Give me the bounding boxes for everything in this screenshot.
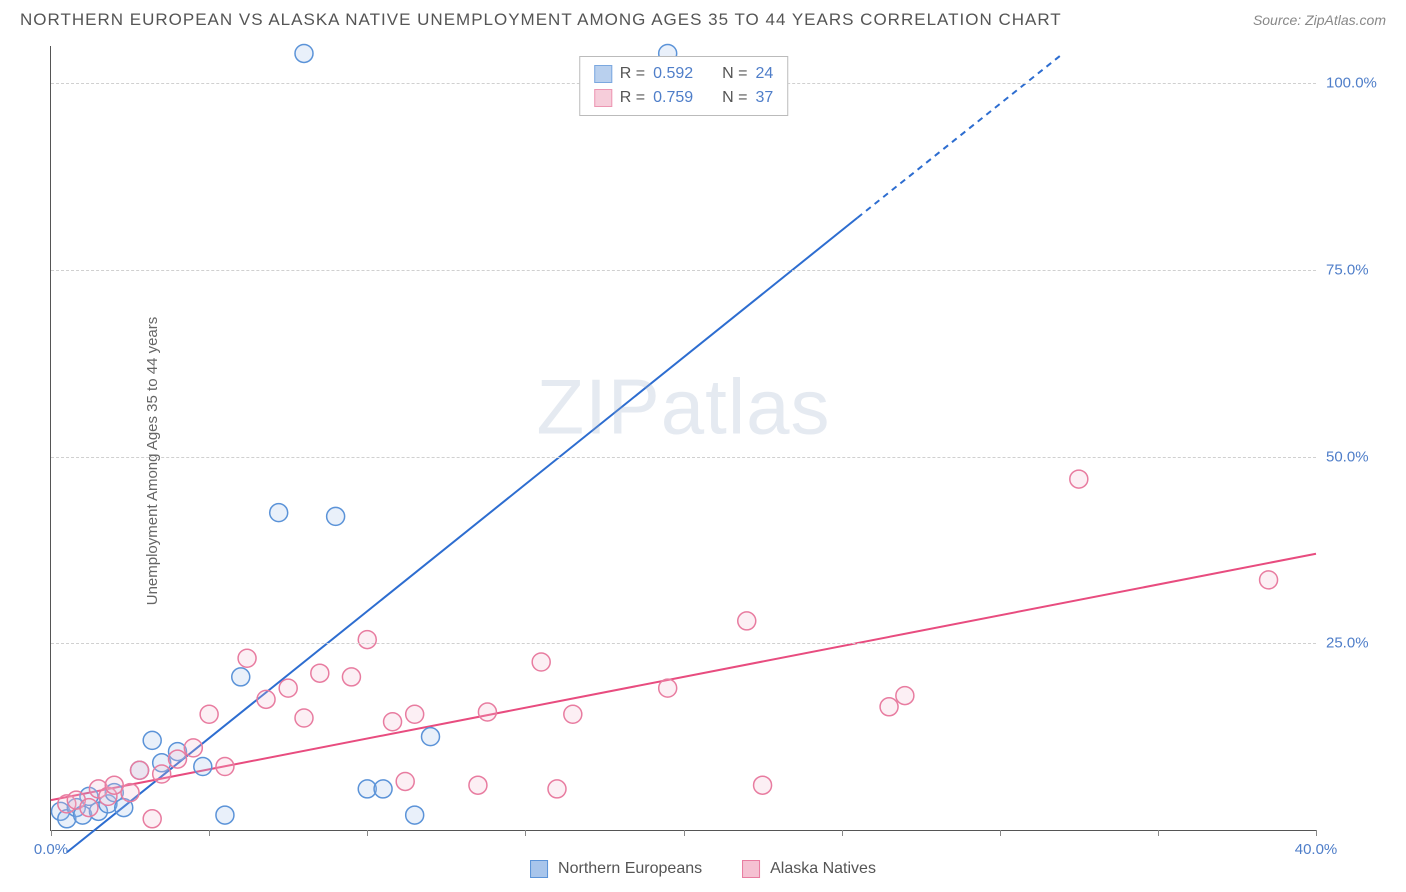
data-point (153, 765, 171, 783)
data-point (896, 687, 914, 705)
data-point (200, 705, 218, 723)
data-point (1070, 470, 1088, 488)
data-point (216, 806, 234, 824)
legend-swatch-icon (594, 89, 612, 107)
data-point (422, 728, 440, 746)
r-value: 0.759 (653, 86, 708, 110)
data-point (478, 703, 496, 721)
y-tick-label: 75.0% (1326, 262, 1396, 279)
r-label: R = (620, 86, 645, 110)
legend-item-northern-europeans: Northern Europeans (530, 860, 702, 878)
n-value: 24 (755, 62, 773, 86)
data-point (548, 780, 566, 798)
x-tick (1316, 830, 1317, 836)
legend-label: Alaska Natives (770, 860, 876, 878)
data-point (311, 664, 329, 682)
x-tick (842, 830, 843, 836)
data-point (169, 750, 187, 768)
data-point (121, 784, 139, 802)
y-tick-label: 50.0% (1326, 448, 1396, 465)
data-point (374, 780, 392, 798)
chart-container: Unemployment Among Ages 35 to 44 years Z… (0, 36, 1406, 886)
x-tick-label: 40.0% (1295, 841, 1338, 858)
data-point (532, 653, 550, 671)
data-point (738, 612, 756, 630)
data-point (358, 631, 376, 649)
x-tick (1158, 830, 1159, 836)
data-point (754, 776, 772, 794)
data-point (279, 679, 297, 697)
x-tick (209, 830, 210, 836)
y-tick-label: 100.0% (1326, 75, 1396, 92)
data-point (131, 761, 149, 779)
gridline-horizontal (51, 643, 1316, 644)
legend-item-alaska-natives: Alaska Natives (742, 860, 876, 878)
data-point (295, 709, 313, 727)
x-tick (525, 830, 526, 836)
n-label: N = (722, 86, 747, 110)
r-label: R = (620, 62, 645, 86)
correlation-legend-row: R = 0.759 N = 37 (594, 86, 773, 110)
source-attribution: Source: ZipAtlas.com (1253, 12, 1386, 28)
correlation-legend: R = 0.592 N = 24 R = 0.759 N = 37 (579, 56, 788, 116)
data-point (295, 44, 313, 62)
series-legend: Northern Europeans Alaska Natives (530, 860, 876, 878)
x-tick (367, 830, 368, 836)
data-point (270, 504, 288, 522)
gridline-horizontal (51, 457, 1316, 458)
chart-title: NORTHERN EUROPEAN VS ALASKA NATIVE UNEMP… (20, 10, 1062, 30)
x-tick (1000, 830, 1001, 836)
data-point (406, 806, 424, 824)
data-point (216, 758, 234, 776)
data-point (564, 705, 582, 723)
gridline-horizontal (51, 270, 1316, 271)
chart-header: NORTHERN EUROPEAN VS ALASKA NATIVE UNEMP… (0, 0, 1406, 36)
data-point (238, 649, 256, 667)
data-point (232, 668, 250, 686)
data-point (1260, 571, 1278, 589)
x-tick (51, 830, 52, 836)
n-label: N = (722, 62, 747, 86)
legend-swatch-icon (594, 65, 612, 83)
data-point (406, 705, 424, 723)
legend-swatch-icon (530, 860, 548, 878)
legend-swatch-icon (742, 860, 760, 878)
data-point (143, 810, 161, 828)
data-point (327, 507, 345, 525)
legend-label: Northern Europeans (558, 860, 702, 878)
data-point (194, 758, 212, 776)
x-tick (684, 830, 685, 836)
data-point (880, 698, 898, 716)
data-point (659, 679, 677, 697)
scatter-plot-svg (51, 46, 1316, 830)
data-point (257, 690, 275, 708)
correlation-legend-row: R = 0.592 N = 24 (594, 62, 773, 86)
data-point (396, 772, 414, 790)
r-value: 0.592 (653, 62, 708, 86)
data-point (384, 713, 402, 731)
n-value: 37 (755, 86, 773, 110)
data-point (80, 799, 98, 817)
plot-area: ZIPatlas 25.0%50.0%75.0%100.0%0.0%40.0%R… (50, 46, 1316, 831)
data-point (342, 668, 360, 686)
data-point (184, 739, 202, 757)
data-point (143, 731, 161, 749)
y-tick-label: 25.0% (1326, 635, 1396, 652)
data-point (469, 776, 487, 794)
regression-line-extrapolated (857, 53, 1063, 217)
x-tick-label: 0.0% (34, 841, 68, 858)
